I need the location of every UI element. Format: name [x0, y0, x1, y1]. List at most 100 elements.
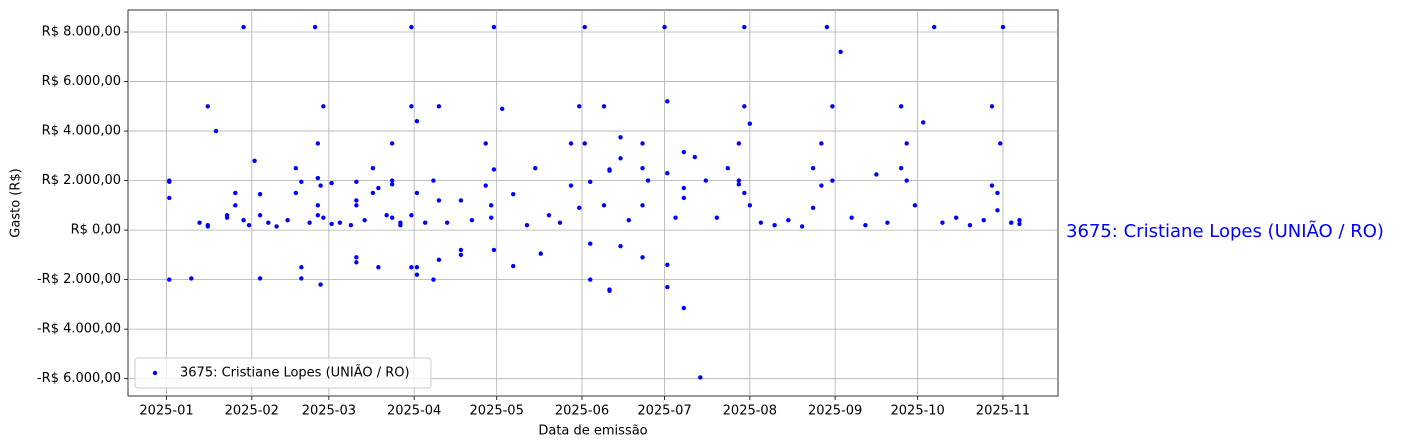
- point: [491, 24, 497, 30]
- point: [989, 183, 995, 188]
- point: [389, 215, 395, 220]
- point: [299, 276, 304, 281]
- point: [241, 218, 246, 223]
- point: [640, 166, 645, 171]
- point: [362, 218, 367, 223]
- point: [299, 265, 304, 270]
- point: [1009, 220, 1014, 225]
- point: [582, 141, 587, 146]
- point: [370, 166, 376, 171]
- point: [167, 277, 172, 282]
- point: [863, 222, 868, 228]
- legend-marker: [152, 370, 158, 376]
- point: [409, 265, 414, 270]
- y-tick-label: -R$ 6.000,00: [37, 371, 121, 386]
- point: [673, 215, 678, 220]
- point: [488, 203, 494, 208]
- x-axis-label: Data de emissão: [538, 424, 647, 439]
- point: [824, 24, 830, 30]
- point: [189, 276, 194, 281]
- point: [197, 220, 202, 225]
- plot-frame: [127, 9, 1059, 397]
- point: [315, 141, 321, 146]
- point: [931, 24, 937, 30]
- y-tick-label: R$ 2.000,00: [42, 173, 121, 188]
- point: [662, 24, 667, 30]
- point: [736, 178, 742, 183]
- x-tick-label: 2025-09: [808, 404, 862, 419]
- point: [742, 24, 747, 30]
- point: [940, 220, 945, 225]
- point: [414, 118, 420, 124]
- point: [665, 99, 670, 104]
- point: [786, 218, 791, 223]
- point: [205, 224, 210, 229]
- point: [414, 265, 420, 270]
- point: [588, 277, 593, 282]
- x-tick-label: 2025-02: [225, 404, 279, 419]
- point: [293, 166, 299, 171]
- x-tick-label: 2025-01: [139, 404, 193, 419]
- point: [376, 265, 381, 270]
- point: [337, 220, 343, 225]
- point: [557, 220, 563, 225]
- point: [354, 255, 359, 260]
- point: [431, 178, 436, 183]
- point: [213, 128, 219, 134]
- point: [348, 222, 354, 228]
- point: [409, 213, 414, 218]
- point: [904, 141, 909, 146]
- legend-label: 3675: Cristiane Lopes (UNIÃO / RO): [180, 365, 410, 381]
- point: [376, 185, 381, 191]
- y-tick-label: R$ 6.000,00: [42, 74, 121, 89]
- legend-box: [134, 357, 432, 389]
- point: [285, 218, 290, 223]
- point: [742, 190, 747, 196]
- point: [665, 262, 670, 267]
- point: [645, 178, 651, 183]
- point: [772, 222, 777, 228]
- point: [607, 168, 612, 173]
- point: [810, 166, 816, 171]
- point: [422, 220, 428, 225]
- x-tick-label: 2025-11: [976, 404, 1030, 419]
- point: [389, 182, 395, 187]
- point: [588, 179, 593, 185]
- point: [511, 192, 516, 197]
- point: [849, 215, 854, 220]
- x-tick-label: 2025-05: [470, 404, 524, 419]
- point: [714, 215, 720, 220]
- point: [640, 203, 645, 208]
- point: [312, 24, 318, 30]
- point: [736, 141, 742, 146]
- point: [546, 213, 552, 218]
- y-axis-label: Gasto (R$): [9, 168, 24, 237]
- point: [995, 208, 1000, 213]
- point: [967, 222, 973, 228]
- point: [601, 203, 607, 208]
- point: [458, 252, 464, 258]
- point: [1017, 218, 1022, 223]
- point: [799, 224, 805, 229]
- point: [167, 179, 172, 185]
- point: [665, 284, 670, 290]
- point: [431, 277, 436, 282]
- point: [1017, 221, 1022, 227]
- point: [233, 203, 238, 208]
- point: [266, 220, 271, 225]
- point: [810, 205, 816, 211]
- point: [315, 203, 321, 208]
- point: [618, 156, 623, 161]
- point: [819, 141, 824, 146]
- point: [1000, 24, 1006, 30]
- point: [329, 180, 334, 186]
- point: [233, 190, 238, 196]
- x-tick-label: 2025-07: [637, 404, 691, 419]
- point: [747, 121, 753, 126]
- point: [469, 218, 475, 223]
- point: [830, 178, 835, 183]
- point: [989, 104, 995, 109]
- point: [436, 257, 442, 263]
- point: [912, 203, 918, 208]
